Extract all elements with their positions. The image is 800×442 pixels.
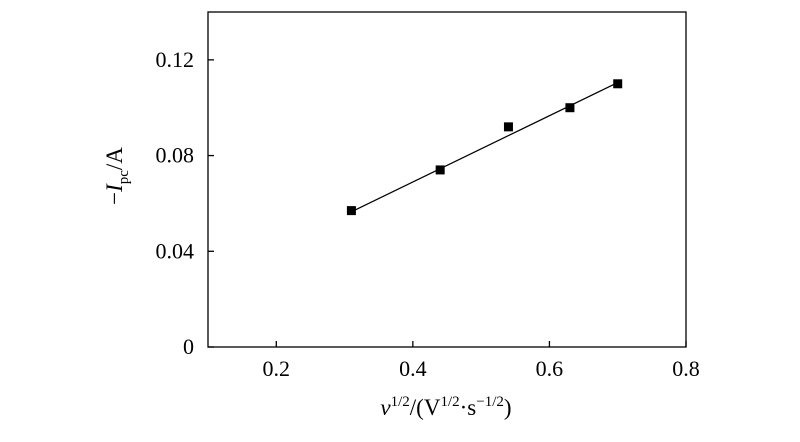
plot-frame xyxy=(207,11,687,348)
y-axis-label: −Ipc/A xyxy=(102,147,132,205)
data-point-0 xyxy=(346,206,356,216)
data-point-1 xyxy=(435,165,445,175)
x-tick-label-1: 0.4 xyxy=(399,356,427,381)
y-label-rest: /A xyxy=(102,147,127,170)
x-label-rest: /(V xyxy=(410,395,441,420)
y-tick-label-1: 0.04 xyxy=(156,238,195,263)
y-label-main: I xyxy=(102,183,127,193)
data-points xyxy=(346,79,623,216)
x-label-main-sup: 1/2 xyxy=(391,394,410,410)
y-tick-label-0: 0 xyxy=(183,334,194,359)
x-label-close: ) xyxy=(504,395,512,420)
data-point-4 xyxy=(613,79,623,89)
x-axis-label: v1/2/(V1/2·s−1/2) xyxy=(380,394,511,420)
x-label-main: v xyxy=(380,395,391,420)
y-tick-label-3: 0.12 xyxy=(156,47,195,72)
data-point-2 xyxy=(503,122,513,132)
fit-line xyxy=(351,82,618,213)
x-label-dot: ·s xyxy=(460,395,477,420)
y-axis-ticks: 0 0.04 0.08 0.12 xyxy=(156,47,214,359)
x-axis-ticks: 0.2 0.4 0.6 0.8 xyxy=(263,341,700,381)
y-label-sub: pc xyxy=(116,170,132,185)
x-label-end-sup: −1/2 xyxy=(476,394,504,410)
data-point-3 xyxy=(565,103,575,113)
y-label-sign: − xyxy=(102,192,127,205)
y-tick-label-2: 0.08 xyxy=(156,143,195,168)
x-tick-label-0: 0.2 xyxy=(263,356,291,381)
x-label-rest-sup: 1/2 xyxy=(440,394,459,410)
x-tick-label-2: 0.6 xyxy=(536,356,564,381)
x-tick-label-3: 0.8 xyxy=(672,356,700,381)
